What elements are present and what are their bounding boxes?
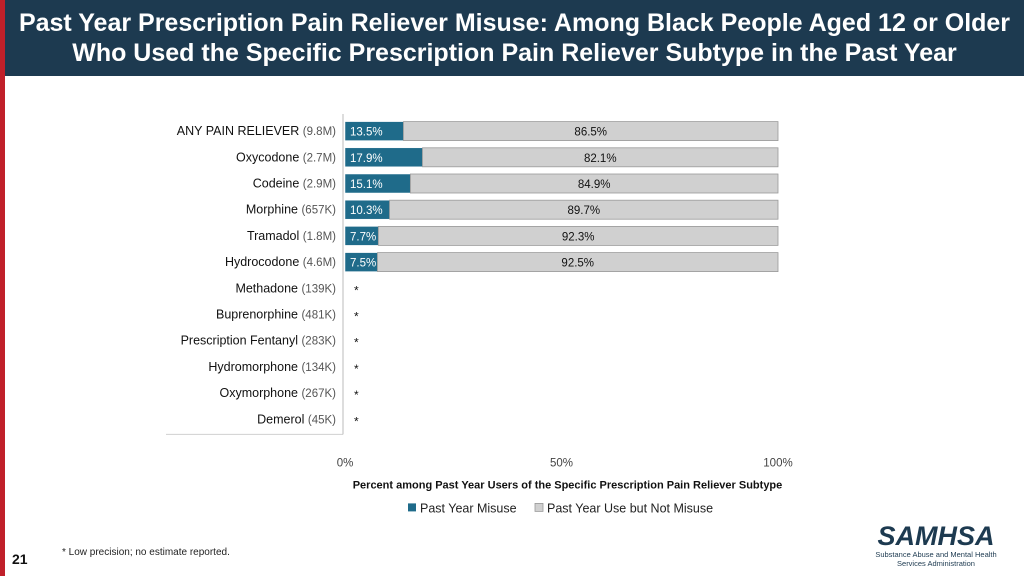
category-label: Oxycodone (2.7M) bbox=[236, 150, 336, 164]
category-label: Methadone (139K) bbox=[235, 281, 336, 295]
low-precision-marker: * bbox=[354, 388, 359, 402]
category-name: Demerol bbox=[257, 412, 308, 426]
category-count: (1.8M) bbox=[303, 231, 336, 243]
category-name: Hydrocodone bbox=[225, 255, 303, 269]
x-tick-label: 50% bbox=[550, 457, 573, 469]
title-bar: Past Year Prescription Pain Reliever Mis… bbox=[0, 0, 1024, 76]
data-label-not-misuse: 92.5% bbox=[561, 258, 594, 270]
data-label-misuse: 17.9% bbox=[350, 153, 383, 165]
page-title-line-2: Who Used the Specific Prescription Pain … bbox=[72, 39, 957, 67]
category-count: (283K) bbox=[301, 336, 336, 348]
category-count: (657K) bbox=[301, 205, 336, 217]
accent-stripe bbox=[0, 76, 5, 576]
category-count: (9.8M) bbox=[303, 126, 336, 138]
page-title-line-1: Past Year Prescription Pain Reliever Mis… bbox=[18, 9, 1011, 37]
low-precision-marker: * bbox=[354, 362, 359, 376]
category-name: ANY PAIN RELIEVER bbox=[177, 124, 303, 138]
category-label: ANY PAIN RELIEVER (9.8M) bbox=[177, 124, 336, 138]
data-label-not-misuse: 86.5% bbox=[574, 127, 607, 139]
low-precision-marker: * bbox=[354, 336, 359, 350]
samhsa-logo: SAMHSA Substance Abuse and Mental Health… bbox=[866, 522, 1006, 568]
category-label: Hydrocodone (4.6M) bbox=[225, 255, 336, 269]
bar-not-misuse bbox=[422, 147, 779, 168]
category-count: (267K) bbox=[301, 388, 336, 400]
logo-subtitle-line-1: Substance Abuse and Mental Health bbox=[875, 550, 997, 559]
category-count: (134K) bbox=[301, 362, 336, 374]
category-count: (45K) bbox=[308, 414, 336, 426]
data-label-not-misuse: 89.7% bbox=[567, 205, 600, 217]
data-label-misuse: 13.5% bbox=[350, 127, 383, 139]
data-label-misuse: 7.7% bbox=[350, 231, 376, 243]
category-count: (139K) bbox=[301, 283, 336, 295]
data-label-misuse: 10.3% bbox=[350, 205, 383, 217]
category-count: (481K) bbox=[301, 310, 336, 322]
category-label: Tramadol (1.8M) bbox=[247, 229, 336, 243]
category-label: Hydromorphone (134K) bbox=[208, 360, 336, 374]
category-count: (2.9M) bbox=[303, 179, 336, 191]
category-name: Tramadol bbox=[247, 229, 303, 243]
data-label-not-misuse: 84.9% bbox=[578, 179, 611, 191]
category-name: Oxymorphone bbox=[219, 386, 301, 400]
category-name: Morphine bbox=[246, 203, 302, 217]
footnote: * Low precision; no estimate reported. bbox=[62, 547, 230, 558]
category-label: Buprenorphine (481K) bbox=[216, 308, 336, 322]
page-number: 21 bbox=[12, 551, 28, 567]
bar-not-misuse bbox=[403, 121, 779, 141]
bar-not-misuse bbox=[377, 252, 779, 273]
logo-wordmark: SAMHSA bbox=[877, 521, 995, 551]
category-label: Demerol (45K) bbox=[257, 412, 336, 426]
legend-swatch-not-misuse bbox=[534, 502, 544, 512]
data-label-not-misuse: 92.3% bbox=[562, 231, 595, 243]
category-name: Oxycodone bbox=[236, 150, 303, 164]
category-label: Morphine (657K) bbox=[246, 203, 336, 217]
data-label-misuse: 7.5% bbox=[350, 258, 376, 270]
category-name: Hydromorphone bbox=[208, 360, 301, 374]
category-name: Prescription Fentanyl bbox=[181, 334, 302, 348]
legend-label-misuse: Past Year Misuse bbox=[420, 501, 517, 515]
category-label: Prescription Fentanyl (283K) bbox=[181, 334, 337, 348]
category-label: Codeine (2.9M) bbox=[253, 177, 336, 191]
data-label-misuse: 15.1% bbox=[350, 179, 383, 191]
data-label-not-misuse: 82.1% bbox=[584, 153, 617, 165]
category-count: (2.7M) bbox=[303, 152, 336, 164]
category-name: Methadone bbox=[235, 281, 301, 295]
legend-swatch-misuse bbox=[408, 503, 416, 512]
x-tick-label: 0% bbox=[337, 457, 354, 469]
bar-not-misuse bbox=[377, 225, 779, 246]
category-count: (4.6M) bbox=[303, 257, 336, 269]
logo-subtitle-line-2: Services Administration bbox=[897, 559, 975, 568]
x-axis-title: Percent among Past Year Users of the Spe… bbox=[353, 479, 783, 491]
legend-label-not-misuse: Past Year Use but Not Misuse bbox=[547, 501, 713, 515]
x-tick-label: 100% bbox=[763, 457, 792, 469]
category-name: Buprenorphine bbox=[216, 308, 301, 322]
category-label: Oxymorphone (267K) bbox=[219, 386, 336, 400]
bar-not-misuse bbox=[389, 199, 779, 220]
low-precision-marker: * bbox=[354, 414, 359, 428]
bar-not-misuse bbox=[409, 173, 779, 194]
low-precision-marker: * bbox=[354, 283, 359, 297]
low-precision-marker: * bbox=[354, 310, 359, 324]
category-name: Codeine bbox=[253, 177, 303, 191]
